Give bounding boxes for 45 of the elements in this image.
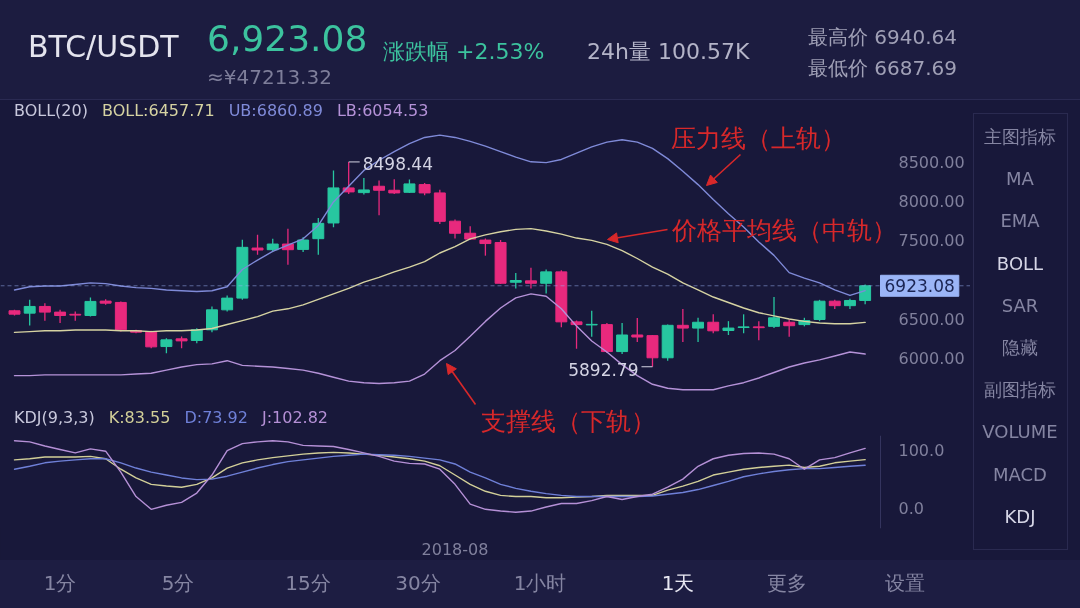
text: 15分 <box>285 571 331 595</box>
y-tick-label: 7500.00 <box>898 231 965 251</box>
text: 1分 <box>43 571 77 595</box>
text: 设置 <box>885 571 925 595</box>
text: EMA <box>1000 210 1040 233</box>
text: ≈¥47213.32 <box>207 65 332 89</box>
text: MACD <box>993 463 1047 486</box>
text: BOLL <box>996 252 1044 275</box>
text: 1天 <box>661 571 695 595</box>
y-tick-label: 6500.00 <box>898 310 965 330</box>
text: 24h量 100.57K <box>587 39 750 65</box>
text: 副图指标 <box>984 379 1056 402</box>
y-tick-label: 8500.00 <box>898 152 965 172</box>
text: UB:6860.89 <box>228 101 323 120</box>
text: KDJ <box>1004 505 1036 528</box>
series-label: K:83.55 <box>108 408 171 427</box>
text: D:73.92 <box>184 408 248 427</box>
text: 最高价 6940.64 <box>808 25 958 49</box>
y-tick-label: 0.0 <box>898 499 924 519</box>
text: SAR <box>1001 294 1039 317</box>
text: VOLUME <box>982 421 1058 444</box>
text: MA <box>1006 168 1034 191</box>
y-tick-label: 6000.00 <box>898 349 965 369</box>
text: 5分 <box>161 571 195 595</box>
ref-line-label: 6923.08 <box>884 276 955 297</box>
text: 6,923.08 <box>207 16 368 60</box>
text: KDJ(9,3,3) <box>14 408 95 427</box>
chart-title: BTC/USDT <box>28 29 179 65</box>
text: 隐藏 <box>1002 337 1038 359</box>
annotation: 价格平均线（中轨） <box>670 216 897 245</box>
text: 1小时 <box>513 571 567 595</box>
text: BOLL:6457.71 <box>101 101 215 120</box>
y-tick-label: 100.0 <box>898 441 945 461</box>
y-tick-label: 8000.00 <box>898 192 965 212</box>
annotation: 压力线（上轨） <box>670 124 846 153</box>
text: 更多 <box>767 571 807 595</box>
text: 30分 <box>395 571 441 595</box>
text: 主图指标 <box>984 126 1056 148</box>
series-label: J:102.82 <box>261 408 329 427</box>
x-tick-label: 2018-08 <box>421 539 489 559</box>
text: 最低价 6687.69 <box>808 56 958 80</box>
annotation: 支撑线（下轨） <box>481 407 656 437</box>
text: 涨跌幅 +2.53% <box>383 39 545 65</box>
text: LB:6054.53 <box>336 101 429 120</box>
text: BOLL(20) <box>14 101 88 120</box>
